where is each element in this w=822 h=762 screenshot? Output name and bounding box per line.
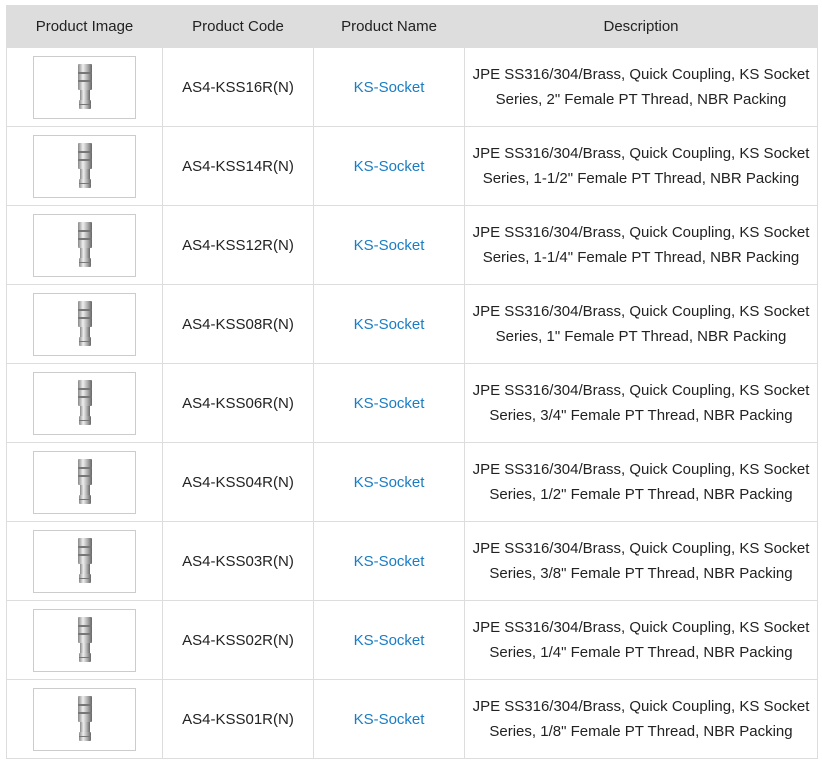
product-image-cell [6, 205, 163, 285]
product-image-cell [6, 679, 163, 759]
product-name-cell: KS-Socket [313, 521, 465, 601]
product-table: Product Image Product Code Product Name … [6, 5, 818, 759]
product-name-cell: KS-Socket [313, 442, 465, 522]
product-description: JPE SS316/304/Brass, Quick Coupling, KS … [464, 679, 818, 759]
product-name-cell: KS-Socket [313, 600, 465, 680]
product-description: JPE SS316/304/Brass, Quick Coupling, KS … [464, 521, 818, 601]
table-row: AS4-KSS16R(N) KS-Socket JPE SS316/304/Br… [6, 47, 818, 127]
product-image-cell [6, 126, 163, 206]
product-name-cell: KS-Socket [313, 679, 465, 759]
product-image-cell [6, 600, 163, 680]
product-image-cell [6, 363, 163, 443]
product-image-cell [6, 284, 163, 364]
product-name-link[interactable]: KS-Socket [353, 552, 425, 570]
table-row: AS4-KSS12R(N) KS-Socket JPE SS316/304/Br… [6, 205, 818, 285]
product-name-cell: KS-Socket [313, 284, 465, 364]
table-row: AS4-KSS04R(N) KS-Socket JPE SS316/304/Br… [6, 442, 818, 522]
table-row: AS4-KSS08R(N) KS-Socket JPE SS316/304/Br… [6, 284, 818, 364]
product-code: AS4-KSS03R(N) [162, 521, 314, 601]
product-description: JPE SS316/304/Brass, Quick Coupling, KS … [464, 442, 818, 522]
table-row: AS4-KSS01R(N) KS-Socket JPE SS316/304/Br… [6, 679, 818, 759]
product-image[interactable] [33, 213, 136, 277]
product-name-cell: KS-Socket [313, 47, 465, 127]
product-image[interactable] [33, 55, 136, 119]
header-product-code: Product Code [162, 5, 314, 48]
product-code: AS4-KSS04R(N) [162, 442, 314, 522]
product-name-link[interactable]: KS-Socket [353, 710, 425, 728]
product-image-cell [6, 442, 163, 522]
product-image[interactable] [33, 608, 136, 672]
product-name-cell: KS-Socket [313, 205, 465, 285]
product-image[interactable] [33, 292, 136, 356]
product-name-link[interactable]: KS-Socket [353, 394, 425, 412]
product-code: AS4-KSS02R(N) [162, 600, 314, 680]
table-header: Product Image Product Code Product Name … [6, 5, 818, 48]
product-code: AS4-KSS14R(N) [162, 126, 314, 206]
header-product-name: Product Name [313, 5, 465, 48]
table-row: AS4-KSS03R(N) KS-Socket JPE SS316/304/Br… [6, 521, 818, 601]
product-name-link[interactable]: KS-Socket [353, 78, 425, 96]
product-code: AS4-KSS01R(N) [162, 679, 314, 759]
product-description: JPE SS316/304/Brass, Quick Coupling, KS … [464, 47, 818, 127]
product-code: AS4-KSS08R(N) [162, 284, 314, 364]
product-name-link[interactable]: KS-Socket [353, 315, 425, 333]
table-row: AS4-KSS14R(N) KS-Socket JPE SS316/304/Br… [6, 126, 818, 206]
product-name-link[interactable]: KS-Socket [353, 236, 425, 254]
product-description: JPE SS316/304/Brass, Quick Coupling, KS … [464, 126, 818, 206]
product-code: AS4-KSS16R(N) [162, 47, 314, 127]
product-image[interactable] [33, 687, 136, 751]
product-image-cell [6, 47, 163, 127]
header-description: Description [464, 5, 818, 48]
product-image[interactable] [33, 371, 136, 435]
table-row: AS4-KSS02R(N) KS-Socket JPE SS316/304/Br… [6, 600, 818, 680]
product-image[interactable] [33, 529, 136, 593]
product-name-link[interactable]: KS-Socket [353, 157, 425, 175]
product-name-link[interactable]: KS-Socket [353, 473, 425, 491]
product-name-cell: KS-Socket [313, 126, 465, 206]
product-code: AS4-KSS12R(N) [162, 205, 314, 285]
product-image[interactable] [33, 450, 136, 514]
product-name-link[interactable]: KS-Socket [353, 631, 425, 649]
table-row: AS4-KSS06R(N) KS-Socket JPE SS316/304/Br… [6, 363, 818, 443]
product-image[interactable] [33, 134, 136, 198]
product-description: JPE SS316/304/Brass, Quick Coupling, KS … [464, 363, 818, 443]
product-code: AS4-KSS06R(N) [162, 363, 314, 443]
product-name-cell: KS-Socket [313, 363, 465, 443]
product-description: JPE SS316/304/Brass, Quick Coupling, KS … [464, 600, 818, 680]
product-description: JPE SS316/304/Brass, Quick Coupling, KS … [464, 284, 818, 364]
product-image-cell [6, 521, 163, 601]
header-product-image: Product Image [6, 5, 163, 48]
product-description: JPE SS316/304/Brass, Quick Coupling, KS … [464, 205, 818, 285]
